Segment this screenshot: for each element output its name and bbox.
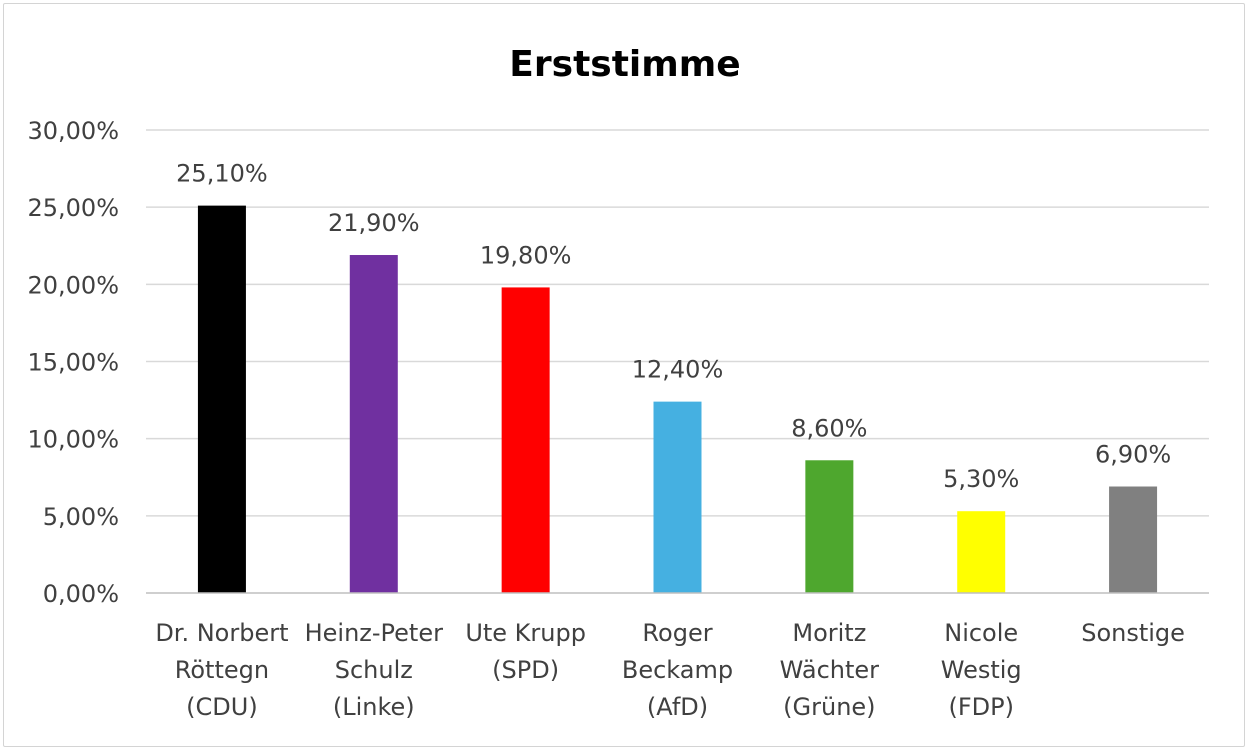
x-category-label-line: Röttegn	[175, 656, 269, 684]
x-category-label-line: Schulz	[335, 656, 413, 684]
x-category-label-line: (SPD)	[492, 656, 559, 684]
data-label: 25,10%	[176, 160, 268, 188]
y-tick-label: 20,00%	[27, 271, 119, 299]
x-category-label-line: Roger	[642, 619, 712, 647]
data-label: 19,80%	[480, 241, 572, 269]
y-tick-label: 15,00%	[27, 349, 119, 377]
x-category-label: Dr. Norbert Röttegn (CDU)	[155, 619, 288, 721]
x-category-label-line: Heinz-Peter	[305, 619, 444, 647]
data-label: 21,90%	[328, 209, 420, 237]
x-category-label-line: (Grüne)	[783, 693, 875, 721]
data-label: 5,30%	[943, 465, 1019, 493]
x-category-label: Sonstige	[1081, 619, 1185, 647]
x-category-label-line: (Linke)	[333, 693, 415, 721]
bar	[805, 460, 854, 593]
x-category-label-line: Beckamp	[622, 656, 733, 684]
bar	[653, 401, 702, 593]
x-category-label-line: (AfD)	[647, 693, 708, 721]
bar	[197, 205, 246, 593]
x-category-label-line: Nicole	[944, 619, 1018, 647]
x-category-label: Moritz Wächter (Grüne)	[780, 619, 879, 721]
data-label: 6,90%	[1095, 441, 1171, 469]
bar	[957, 511, 1006, 593]
y-tick-label: 30,00%	[27, 117, 119, 145]
data-labels: 25,10% 21,90% 19,80% 12,40% 8,60% 5,30% 6,90%	[176, 160, 1171, 494]
chart-title: Erststimme	[509, 44, 740, 85]
x-category-label-line: Wächter	[780, 656, 879, 684]
y-tick-label: 25,00%	[27, 194, 119, 222]
x-category-label-line: Sonstige	[1081, 619, 1185, 647]
bar	[501, 287, 550, 593]
y-tick-label: 10,00%	[27, 426, 119, 454]
bar	[1109, 486, 1158, 593]
bar	[349, 255, 398, 593]
x-category-label: Roger Beckamp (AfD)	[622, 619, 733, 721]
y-tick-label: 5,00%	[43, 503, 119, 531]
x-category-label-line: Dr. Norbert	[155, 619, 288, 647]
x-axis-category-labels: Dr. Norbert Röttegn (CDU) Heinz-Peter Schulz…	[155, 619, 1185, 721]
x-category-label-line: (CDU)	[186, 693, 258, 721]
x-category-label: Heinz-Peter Schulz (Linke)	[305, 619, 444, 721]
x-category-label-line: Westig	[941, 656, 1022, 684]
chart-frame: Erststimme 0,00% 5,00% 10,00% 15,00% 20,00% 2…	[3, 3, 1245, 747]
gridlines	[146, 129, 1209, 517]
data-label: 12,40%	[632, 356, 724, 384]
bars	[197, 205, 1158, 593]
x-category-label-line: (FDP)	[948, 693, 1013, 721]
x-category-label: Nicole Westig (FDP)	[941, 619, 1022, 721]
erststimme-bar-chart: Erststimme 0,00% 5,00% 10,00% 15,00% 20,00% 2…	[27, 44, 1209, 721]
y-axis-tick-labels: 0,00% 5,00% 10,00% 15,00% 20,00% 25,00% 30,00%	[27, 117, 119, 608]
x-category-label-line: Ute Krupp	[465, 619, 586, 647]
data-label: 8,60%	[791, 414, 867, 442]
y-tick-label: 0,00%	[43, 580, 119, 608]
x-category-label: Ute Krupp (SPD)	[465, 619, 586, 684]
x-category-label-line: Moritz	[792, 619, 866, 647]
